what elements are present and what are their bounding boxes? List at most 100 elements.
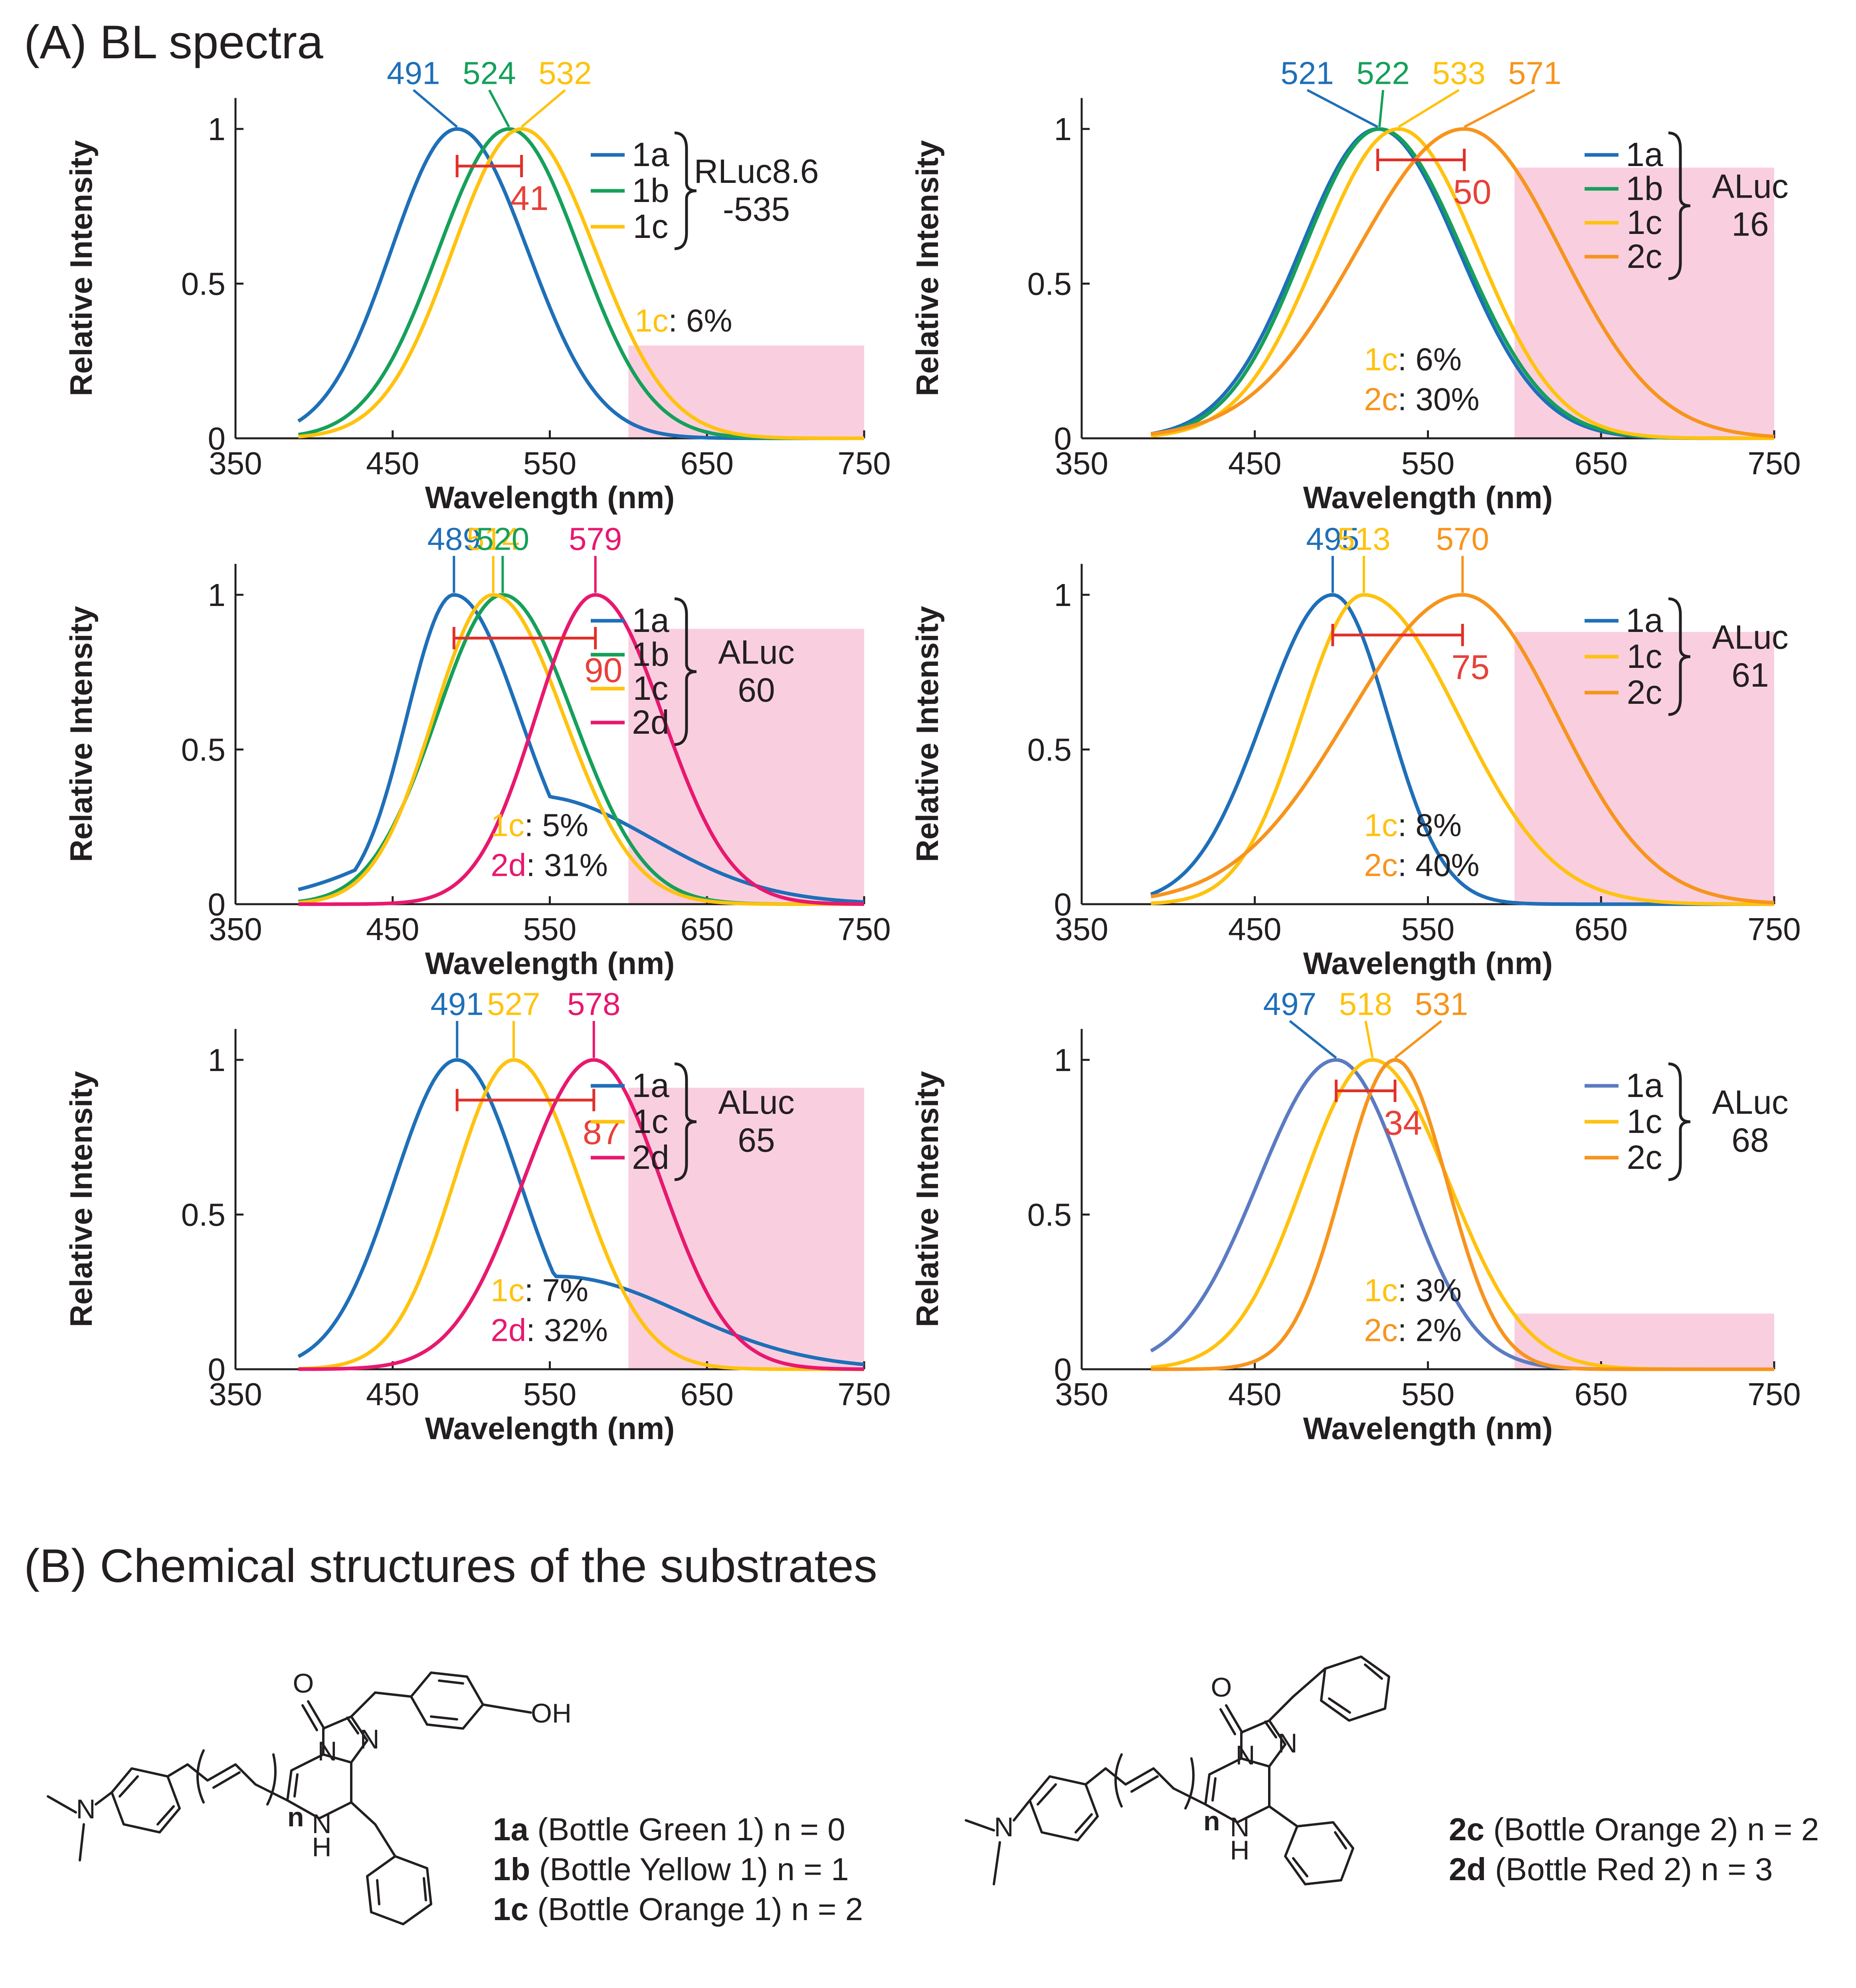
y-tick-label: 1 — [208, 111, 226, 147]
legend-label-1a: 1a — [632, 602, 669, 639]
percent-substrate: 1c — [1364, 342, 1398, 377]
spectrum-line-1c — [1151, 593, 1774, 906]
peak-label: 491 — [430, 986, 483, 1022]
percent-value: : 2% — [1398, 1313, 1462, 1348]
legend-label-1c: 1c — [633, 669, 669, 707]
y-axis-title: Relative Intensity — [910, 1071, 945, 1327]
legend-brace — [674, 597, 697, 746]
right-captions: 2c (Bottle Orange 2) n = 2 2d (Bottle Re… — [1449, 1812, 1819, 1887]
repeat-bracket-close — [266, 1753, 277, 1806]
legend-label-2c: 2c — [1627, 673, 1662, 711]
y-tick-label: 0 — [1054, 1352, 1072, 1387]
peak-label: 520 — [476, 521, 529, 557]
aniline-ring — [111, 1767, 181, 1834]
legend-brace — [674, 1062, 697, 1181]
oxygen-atom: O — [1211, 1672, 1232, 1703]
x-tick-label: 550 — [523, 1376, 576, 1412]
repeat-bracket-open — [196, 1749, 205, 1804]
caption-1a: 1a (Bottle Green 1) n = 0 — [493, 1812, 845, 1847]
far-red-percent: 2c: 2% — [1364, 1313, 1462, 1348]
chart-panel-4: 350 450 550 650 750 0 0.5 1 Wavelength (nm) Relat… — [910, 521, 1801, 981]
caption-2d: 2d (Bottle Red 2) n = 3 — [1449, 1851, 1773, 1887]
spectrum-line-1c — [298, 127, 864, 440]
peak-label: 570 — [1436, 521, 1489, 557]
chart-panel-3: 350 450 550 650 750 0 0.5 1 Wavelength (nm) Relat… — [63, 521, 891, 981]
x-tick-label: 350 — [209, 911, 262, 947]
shift-label: 41 — [510, 179, 549, 218]
x-tick-label: 550 — [1401, 446, 1454, 481]
percent-value: : 32% — [526, 1313, 608, 1348]
section-a-title: (A) BL spectra — [24, 16, 323, 69]
y-axis-title: Relative Intensity — [910, 140, 945, 396]
peak-leader — [1306, 89, 1379, 128]
x-tick-label: 350 — [209, 1376, 262, 1412]
x-tick-label: 350 — [209, 446, 262, 481]
repeat-index: n — [287, 1802, 304, 1832]
section-b-title: (B) Chemical structures of the substrate… — [24, 1540, 877, 1592]
peak-label: 513 — [1337, 521, 1390, 557]
nitrogen-atom: N — [317, 1736, 337, 1766]
y-axis-title: Relative Intensity — [63, 140, 99, 396]
enzyme-name: RLuc8.6 — [694, 152, 819, 190]
spectrum-line-2c — [1150, 593, 1775, 905]
x-tick-label: 650 — [681, 1376, 734, 1412]
y-tick-label: 0 — [208, 421, 226, 456]
x-tick-label: 650 — [1575, 1376, 1628, 1412]
legend-label-1c: 1c — [1627, 1103, 1662, 1140]
y-tick-label: 0 — [1054, 421, 1072, 456]
y-axis-title: Relative Intensity — [63, 1071, 99, 1327]
x-tick-label: 450 — [366, 1376, 419, 1412]
enzyme-name: ALuc — [1712, 168, 1788, 205]
y-tick-label: 1 — [1054, 1042, 1072, 1078]
x-axis-title: Wavelength (nm) — [425, 480, 675, 515]
far-red-region — [628, 629, 864, 904]
nitrogen-atom: N — [360, 1724, 379, 1754]
hydrogen-atom: H — [1230, 1835, 1249, 1865]
benzyl-ring — [1320, 1655, 1390, 1722]
x-tick-label: 750 — [1747, 911, 1801, 947]
x-tick-label: 350 — [1055, 446, 1108, 481]
peak-leader — [1394, 1020, 1442, 1059]
peak-label: 489 — [427, 521, 481, 557]
x-tick-label: 450 — [366, 911, 419, 947]
x-tick-label: 550 — [523, 446, 576, 481]
shift-label: 50 — [1453, 173, 1492, 212]
y-axis-title: Relative Intensity — [910, 606, 945, 862]
far-red-region — [1514, 1313, 1774, 1369]
aniline-ring — [1029, 1775, 1099, 1841]
percent-substrate: 1c — [1364, 808, 1398, 843]
x-axis-title: Wavelength (nm) — [425, 946, 675, 981]
nitrogen-atom: N — [1235, 1740, 1255, 1770]
peak-label: 531 — [1415, 986, 1468, 1022]
spectrum-line-1a — [298, 593, 865, 904]
legend-label-1b: 1b — [1626, 170, 1663, 207]
x-axis-title: Wavelength (nm) — [1303, 1411, 1553, 1446]
far-red-percent: 1c: 5% — [491, 808, 588, 843]
x-tick-label: 650 — [681, 446, 734, 481]
x-tick-label: 550 — [1401, 911, 1454, 947]
y-tick-label: 0.5 — [1027, 1197, 1072, 1233]
legend-label-1b: 1b — [632, 636, 669, 673]
peak-label: 518 — [1339, 986, 1392, 1022]
legend-label-1b: 1b — [632, 172, 669, 209]
percent-substrate: 2d — [491, 1313, 526, 1348]
far-red-region — [628, 1087, 864, 1369]
nitrogen-atom: N — [312, 1809, 331, 1839]
spectrum-line-2c — [1151, 1058, 1774, 1371]
far-red-percent: 1c: 6% — [1364, 342, 1462, 377]
amine-nitrogen: N — [76, 1794, 95, 1824]
peak-label: 578 — [567, 986, 620, 1022]
percent-substrate: 2d — [491, 847, 526, 883]
legend-label-1c: 1c — [1627, 204, 1662, 241]
percent-substrate: 1c — [491, 808, 524, 843]
enzyme-name: ALuc — [718, 1083, 794, 1121]
spectrum-line-2d — [298, 593, 864, 906]
x-tick-label: 550 — [1401, 1376, 1454, 1412]
percent-substrate: 1c — [1364, 1273, 1398, 1308]
far-red-percent: 1c: 7% — [491, 1273, 588, 1308]
y-tick-label: 1 — [208, 577, 226, 613]
percent-value: : 30% — [1398, 382, 1480, 417]
percent-value: : 6% — [669, 303, 732, 339]
repeat-index: n — [1203, 1806, 1220, 1836]
